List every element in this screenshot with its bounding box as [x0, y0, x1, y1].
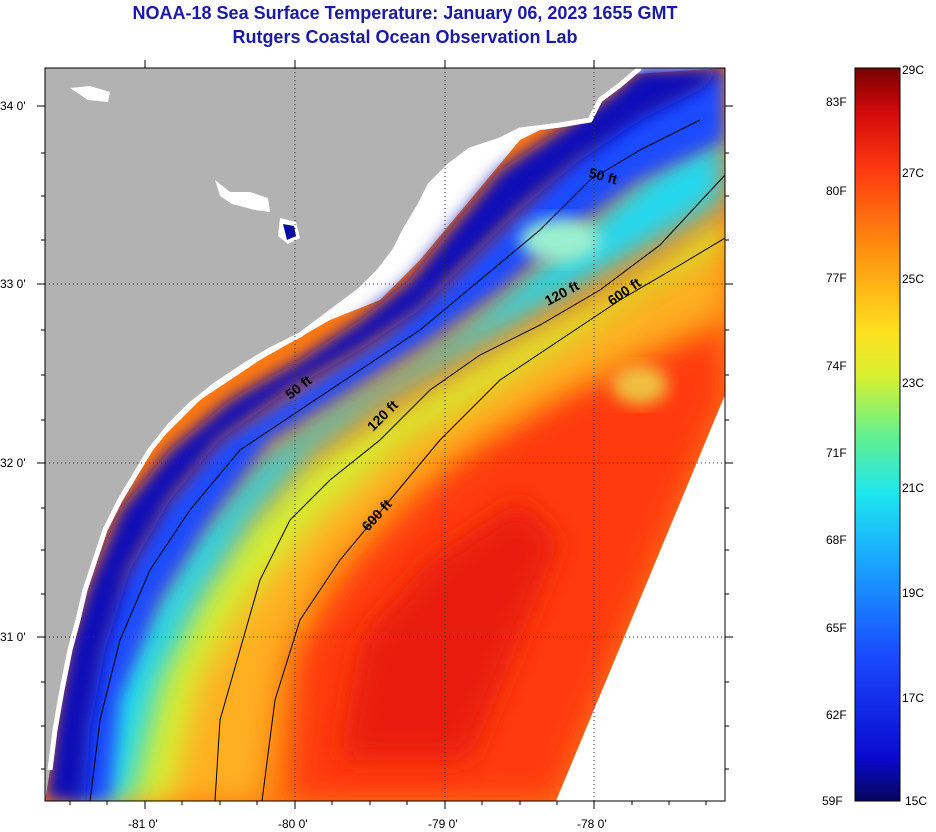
celsius-label: 15C — [905, 794, 927, 808]
celsius-label: 27C — [902, 166, 924, 180]
celsius-label: 25C — [902, 272, 924, 286]
map-frame — [44, 67, 726, 802]
lon-label: -79 0' — [428, 817, 458, 831]
fahrenheit-label: 77F — [826, 271, 847, 285]
isobath-contours — [89, 119, 725, 801]
fahrenheit-scale: 83F 80F 77F 74F 71F 68F 65F 62F 59F — [822, 95, 847, 808]
lat-label: 34 0' — [0, 99, 26, 113]
fahrenheit-label: 74F — [826, 359, 847, 373]
fahrenheit-label: 80F — [826, 184, 847, 198]
lon-label: -80 0' — [278, 817, 308, 831]
fahrenheit-label: 62F — [826, 708, 847, 722]
inland-lake — [283, 224, 296, 240]
celsius-label: 23C — [902, 376, 924, 390]
map-title: NOAA-18 Sea Surface Temperature: January… — [132, 3, 678, 23]
map-area — [45, 68, 725, 801]
graticule — [45, 68, 725, 801]
swath-edge-no-data — [556, 395, 725, 801]
inland-lake — [215, 180, 270, 212]
lat-label: 33 0' — [0, 277, 26, 291]
lat-label: 32 0' — [0, 456, 26, 470]
lon-label: -81 0' — [128, 817, 158, 831]
fahrenheit-label: 59F — [822, 794, 843, 808]
map-subtitle: Rutgers Coastal Ocean Observation Lab — [232, 27, 578, 47]
lon-label: -78 0' — [577, 817, 607, 831]
coastline — [47, 68, 642, 771]
land-mass — [45, 68, 640, 801]
fahrenheit-label: 65F — [826, 621, 847, 635]
celsius-scale: 29C 27C 25C 23C 21C 19C 17C 15C — [902, 63, 927, 808]
fahrenheit-label: 68F — [826, 533, 847, 547]
celsius-label: 21C — [902, 481, 924, 495]
fahrenheit-label: 83F — [826, 95, 847, 109]
fahrenheit-label: 71F — [826, 446, 847, 460]
color-scale-bar — [854, 67, 901, 802]
celsius-label: 19C — [902, 586, 924, 600]
inland-lake — [70, 86, 110, 102]
celsius-label: 29C — [902, 63, 924, 77]
contour-label: 50 ft — [587, 164, 619, 187]
lat-label: 31 0' — [0, 630, 26, 644]
celsius-label: 17C — [902, 691, 924, 705]
axis-ticks — [37, 60, 733, 809]
